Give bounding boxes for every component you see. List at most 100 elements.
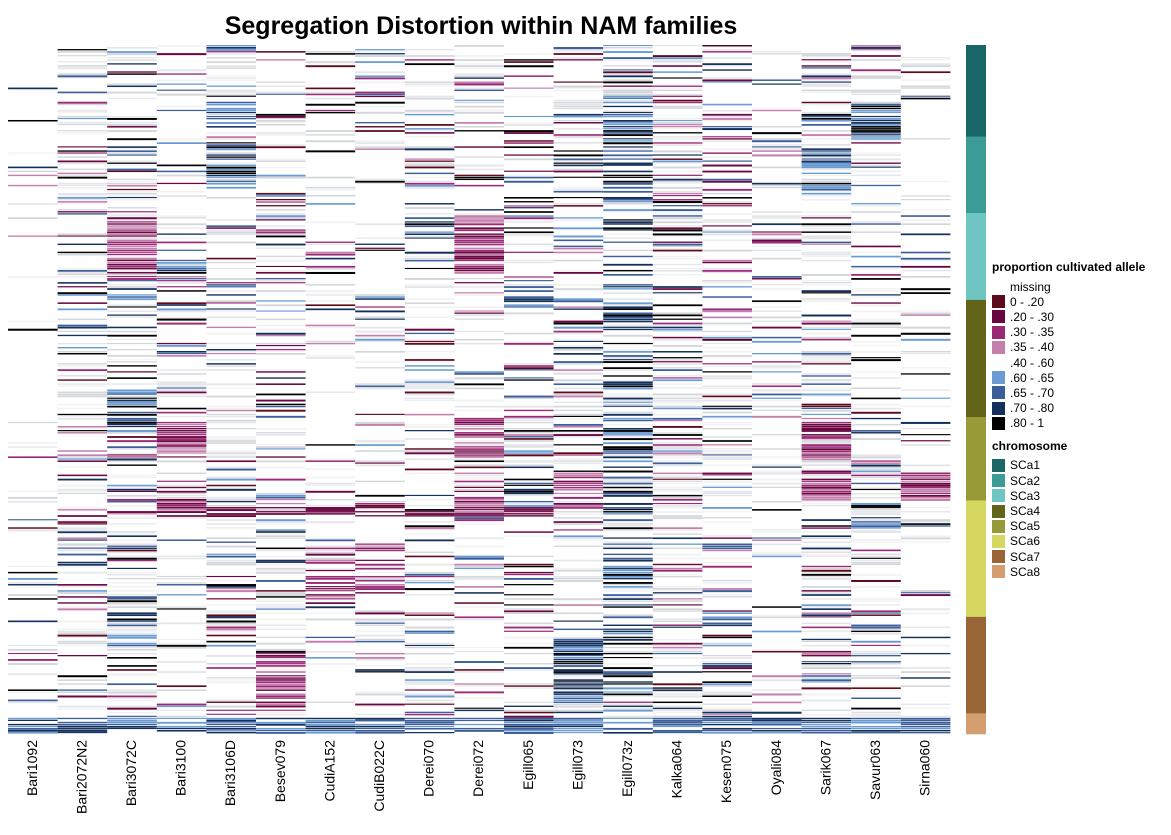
heatmap-cell bbox=[801, 725, 852, 728]
heatmap-cell bbox=[454, 330, 504, 332]
heatmap-cell bbox=[553, 353, 604, 355]
heatmap-cell bbox=[603, 174, 653, 177]
heatmap-cell bbox=[107, 545, 157, 547]
heatmap-cell bbox=[107, 334, 157, 337]
heatmap-cell bbox=[107, 600, 157, 603]
heatmap-cell bbox=[404, 618, 455, 621]
heatmap-cell bbox=[702, 63, 752, 66]
heatmap-cell bbox=[603, 47, 653, 49]
heatmap-cell bbox=[107, 399, 157, 402]
heatmap-cell bbox=[355, 385, 405, 388]
heatmap-cell bbox=[801, 103, 852, 106]
heatmap-cell bbox=[256, 604, 306, 606]
heatmap-cell bbox=[603, 434, 653, 436]
heatmap-cell bbox=[603, 138, 653, 140]
heatmap-cell bbox=[57, 620, 108, 623]
heatmap-cell bbox=[702, 79, 752, 82]
heatmap-cell bbox=[107, 269, 157, 272]
heatmap-cell bbox=[603, 419, 653, 422]
legend-swatch bbox=[992, 519, 1005, 533]
heatmap-cell bbox=[553, 496, 604, 499]
heatmap-cell bbox=[256, 492, 306, 495]
heatmap-cell bbox=[305, 731, 356, 734]
heatmap-cell bbox=[107, 707, 157, 710]
heatmap-cell bbox=[504, 367, 554, 370]
heatmap-cell bbox=[851, 624, 901, 627]
heatmap-cell bbox=[8, 594, 58, 597]
heatmap-cell bbox=[504, 180, 554, 183]
heatmap-cell bbox=[504, 494, 554, 497]
heatmap-cell bbox=[553, 691, 604, 694]
heatmap-cell bbox=[8, 648, 58, 651]
heatmap-cell bbox=[107, 405, 157, 408]
heatmap-cell bbox=[107, 180, 157, 183]
heatmap-cell bbox=[107, 640, 157, 643]
heatmap-cell bbox=[553, 348, 604, 351]
heatmap-cell bbox=[107, 130, 157, 133]
heatmap-cell bbox=[603, 255, 653, 258]
heatmap-cell bbox=[206, 484, 256, 487]
heatmap-cell bbox=[156, 638, 207, 640]
heatmap-cell bbox=[652, 705, 703, 708]
heatmap-cell bbox=[900, 63, 951, 66]
heatmap-cell bbox=[652, 407, 703, 410]
heatmap-cell bbox=[851, 288, 901, 290]
heatmap-cell bbox=[256, 679, 306, 681]
heatmap-cell bbox=[702, 547, 752, 550]
heatmap-cell bbox=[57, 460, 108, 462]
heatmap-cell bbox=[355, 624, 405, 626]
heatmap-cell bbox=[107, 154, 157, 156]
heatmap-cell bbox=[107, 699, 157, 702]
heatmap-cell bbox=[156, 223, 207, 226]
heatmap-cell bbox=[900, 719, 951, 722]
heatmap-cell bbox=[57, 176, 108, 179]
heatmap-cell bbox=[900, 731, 951, 734]
heatmap-cell bbox=[553, 401, 604, 404]
heatmap-cell bbox=[57, 363, 108, 365]
heatmap-cell bbox=[553, 650, 604, 653]
heatmap-cell bbox=[851, 478, 901, 480]
heatmap-cell bbox=[107, 276, 157, 278]
heatmap-cell bbox=[652, 444, 703, 446]
heatmap-cell bbox=[206, 308, 256, 310]
heatmap-cell bbox=[603, 606, 653, 608]
heatmap-cell bbox=[702, 695, 752, 697]
heatmap-cell bbox=[305, 537, 356, 540]
heatmap-cell bbox=[553, 474, 604, 477]
heatmap-cell bbox=[851, 697, 901, 700]
heatmap-cell bbox=[851, 731, 901, 734]
heatmap-cell bbox=[801, 667, 852, 669]
heatmap-cell bbox=[702, 588, 752, 590]
heatmap-cell bbox=[107, 590, 157, 592]
heatmap-cell bbox=[851, 45, 901, 47]
heatmap-cell bbox=[404, 298, 455, 300]
heatmap-cell bbox=[305, 594, 356, 596]
heatmap-cell bbox=[801, 144, 852, 146]
heatmap-cell bbox=[57, 488, 108, 491]
heatmap-cell bbox=[355, 640, 405, 643]
heatmap-cell bbox=[702, 428, 752, 430]
heatmap-cell bbox=[504, 142, 554, 144]
heatmap-cell bbox=[801, 446, 852, 448]
heatmap-cell bbox=[8, 184, 58, 187]
heatmap-cell bbox=[851, 71, 901, 74]
heatmap-cell bbox=[603, 494, 653, 497]
heatmap-cell bbox=[256, 328, 306, 331]
heatmap-cell bbox=[156, 456, 207, 458]
heatmap-cell bbox=[801, 640, 852, 642]
heatmap-cell bbox=[355, 180, 405, 183]
heatmap-cell bbox=[256, 446, 306, 449]
heatmap-cell bbox=[404, 203, 455, 205]
heatmap-cell bbox=[305, 567, 356, 570]
heatmap-cell bbox=[156, 490, 207, 493]
heatmap-cell bbox=[702, 448, 752, 450]
heatmap-cell bbox=[256, 348, 306, 351]
heatmap-cell bbox=[801, 113, 852, 116]
heatmap-cell bbox=[603, 304, 653, 306]
heatmap-cell bbox=[454, 423, 504, 426]
heatmap-cell bbox=[801, 555, 852, 557]
heatmap-cell bbox=[553, 89, 604, 92]
heatmap-cell bbox=[801, 630, 852, 632]
heatmap-cell bbox=[851, 661, 901, 663]
